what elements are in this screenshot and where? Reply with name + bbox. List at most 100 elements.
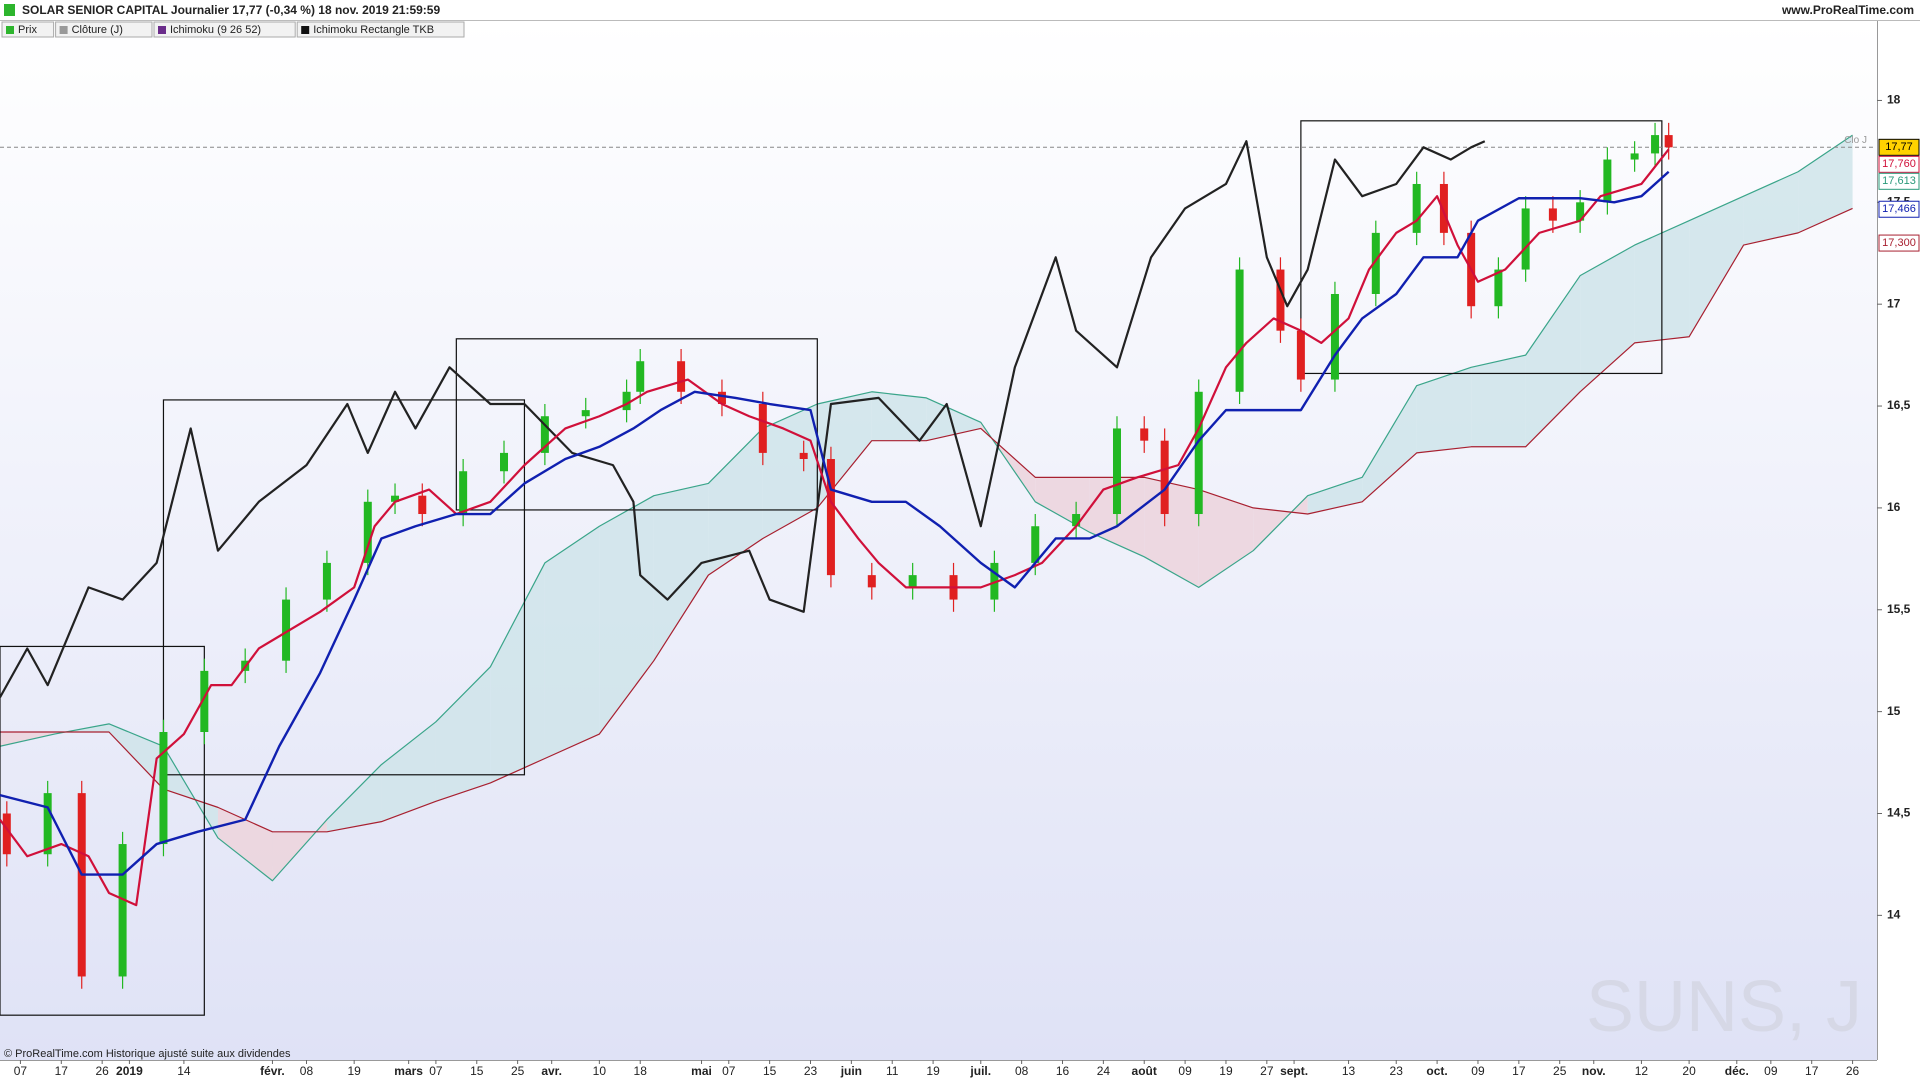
candle-body (159, 732, 168, 845)
cloud-fill (108, 723, 164, 790)
x-tick-label: 23 (1390, 1064, 1404, 1078)
candle-body (622, 391, 631, 411)
x-tick-label: 26 (95, 1064, 109, 1078)
cloud-fill (1362, 385, 1417, 502)
x-tick-label: juin (840, 1064, 862, 1078)
x-tick-label: 10 (593, 1064, 607, 1078)
legend-item (1, 21, 55, 38)
y-tick-label: 16,5 (1887, 398, 1911, 412)
x-tick-label: nov. (1582, 1064, 1606, 1078)
cloud-fill (1471, 355, 1526, 447)
x-tick-label: oct. (1426, 1064, 1447, 1078)
legend-label: Clôture (J) (72, 24, 123, 36)
candle-body (418, 495, 427, 515)
candle-body (1330, 293, 1339, 380)
header-bar (0, 0, 1920, 21)
price-tag (1878, 172, 1920, 190)
x-tick-label: 24 (1097, 1064, 1111, 1078)
tkb-rectangle (162, 399, 526, 776)
y-tick-label: 15,5 (1887, 602, 1911, 616)
legend: Prix Clôture (J) Ichimoku (9 26 52) Ichimok… (1, 21, 465, 38)
x-tick-label: 2019 (116, 1064, 143, 1078)
legend-item (296, 21, 465, 38)
cloud-fill (1198, 489, 1254, 588)
candle-body (363, 501, 372, 563)
x-tick-label: 17 (1512, 1064, 1526, 1078)
cloud-fill (381, 721, 436, 822)
candle-body (636, 361, 645, 392)
candle-body (1576, 202, 1585, 221)
candle-body (717, 391, 726, 405)
x-tick-label: 25 (1553, 1064, 1567, 1078)
close-line-label: Clo J (1844, 135, 1867, 146)
x-tick-label: 09 (1764, 1064, 1778, 1078)
candle-body (1112, 428, 1121, 515)
candle-body (1548, 208, 1557, 221)
candle-body (867, 575, 876, 588)
x-tick-label: 09 (1471, 1064, 1485, 1078)
candle-body (1371, 232, 1380, 294)
legend-swatch (158, 26, 166, 34)
y-tick-label: 15 (1887, 704, 1901, 718)
footnote: © ProRealTime.com Historique ajusté suit… (4, 1048, 291, 1060)
x-tick-label: août (1132, 1064, 1157, 1078)
x-tick-label: 19 (347, 1064, 361, 1078)
legend-swatch (59, 26, 68, 34)
x-tick-label: mai (691, 1064, 712, 1078)
x-tick-label: 16 (1056, 1064, 1070, 1078)
header-icon (4, 4, 15, 16)
cloud-fill (435, 666, 491, 802)
price-tag-label: 17,760 (1882, 158, 1916, 170)
indicator-line (0, 170, 1670, 876)
x-tick-label: 12 (1635, 1064, 1649, 1078)
cloud-fill (544, 526, 600, 759)
candle-body (1072, 514, 1081, 527)
x-tick-label: févr. (260, 1064, 285, 1078)
cloud-fill (1144, 477, 1199, 588)
price-tag (1878, 234, 1920, 252)
candle-body (1439, 183, 1448, 233)
cloud-fill (1580, 245, 1635, 392)
x-tick-label: 19 (1219, 1064, 1233, 1078)
cloud-span-a (0, 134, 1853, 882)
cloud-fill (1689, 196, 1744, 337)
candle-body (1296, 330, 1305, 380)
candle-body (1521, 208, 1530, 270)
candle-body (118, 844, 127, 977)
indicator-line (0, 140, 1486, 698)
price-tag (1878, 138, 1920, 156)
x-tick-label: 07 (722, 1064, 736, 1078)
legend-label: Ichimoku (9 26 52) (170, 24, 261, 36)
price-tag-label: 17,466 (1882, 203, 1916, 215)
candle-body (200, 670, 209, 733)
x-tick-label: 18 (634, 1064, 648, 1078)
candle-body (1140, 428, 1149, 441)
candle-body (1276, 269, 1285, 331)
candle-body (391, 495, 400, 502)
cloud-fill (926, 397, 981, 441)
candle-body (1630, 153, 1639, 160)
x-tick-label: 17 (55, 1064, 69, 1078)
x-tick-label: 07 (429, 1064, 443, 1078)
candle-body (799, 452, 808, 460)
x-tick-label: 09 (1178, 1064, 1192, 1078)
candle-body (1494, 269, 1503, 307)
cloud-fill (653, 483, 709, 661)
x-tick-label: 15 (470, 1064, 484, 1078)
candle-body (1235, 269, 1244, 392)
candle-body (677, 361, 686, 392)
candle-body (1194, 391, 1203, 515)
y-tick-label: 16 (1887, 500, 1901, 514)
cloud-fill (599, 495, 654, 735)
x-tick-label: 17 (1805, 1064, 1819, 1078)
y-tick-label: 14,5 (1887, 806, 1911, 820)
chart-title: SOLAR SENIOR CAPITAL Journalier 17,77 (-… (22, 3, 440, 17)
tkb-rectangle (455, 338, 818, 511)
x-tick-label: 20 (1682, 1064, 1696, 1078)
price-tag (1878, 155, 1920, 173)
candle-body (758, 404, 767, 453)
candle-body (1160, 440, 1169, 515)
cloud-fill (326, 764, 382, 832)
plot-background (0, 21, 1877, 1060)
